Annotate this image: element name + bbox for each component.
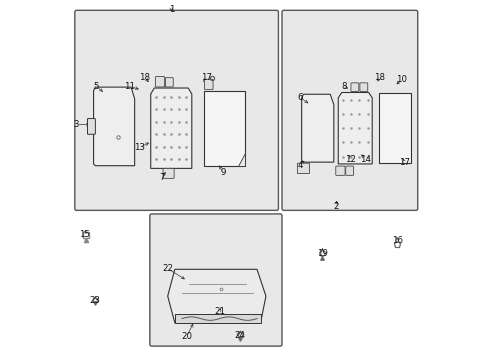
- FancyBboxPatch shape: [345, 166, 353, 175]
- Text: 17: 17: [398, 158, 409, 167]
- Text: 12: 12: [345, 155, 355, 164]
- Polygon shape: [204, 91, 245, 166]
- Text: 7: 7: [159, 173, 164, 182]
- Text: 18: 18: [373, 73, 384, 82]
- FancyBboxPatch shape: [335, 166, 345, 175]
- Text: 8: 8: [341, 82, 346, 91]
- Text: 17: 17: [201, 73, 212, 82]
- FancyBboxPatch shape: [155, 77, 164, 87]
- FancyBboxPatch shape: [204, 79, 213, 90]
- Polygon shape: [238, 153, 245, 166]
- Text: 5: 5: [93, 82, 99, 91]
- Text: 19: 19: [316, 249, 327, 258]
- Text: 3: 3: [74, 120, 79, 129]
- FancyBboxPatch shape: [163, 168, 174, 179]
- FancyBboxPatch shape: [87, 118, 95, 134]
- Polygon shape: [167, 269, 265, 323]
- Polygon shape: [301, 94, 333, 162]
- FancyBboxPatch shape: [75, 10, 278, 210]
- Polygon shape: [378, 93, 410, 163]
- Text: 15: 15: [79, 230, 90, 239]
- Text: 11: 11: [124, 82, 135, 91]
- FancyBboxPatch shape: [297, 163, 309, 174]
- Text: 24: 24: [234, 331, 245, 340]
- Text: 20: 20: [181, 332, 192, 341]
- Polygon shape: [338, 93, 371, 164]
- Polygon shape: [175, 314, 260, 323]
- Text: 10: 10: [395, 75, 407, 84]
- Polygon shape: [93, 87, 134, 166]
- Text: 14: 14: [359, 155, 370, 164]
- Text: 21: 21: [214, 307, 224, 316]
- FancyBboxPatch shape: [165, 78, 173, 87]
- Text: 4: 4: [297, 161, 302, 170]
- Text: 22: 22: [162, 264, 173, 273]
- FancyBboxPatch shape: [149, 214, 282, 346]
- FancyBboxPatch shape: [350, 83, 358, 91]
- Text: 9: 9: [220, 168, 225, 177]
- Text: 16: 16: [391, 236, 402, 245]
- Polygon shape: [150, 88, 191, 168]
- FancyBboxPatch shape: [282, 10, 417, 210]
- Text: 6: 6: [297, 93, 302, 102]
- Text: 18: 18: [139, 73, 150, 82]
- Text: 13: 13: [133, 143, 144, 152]
- FancyBboxPatch shape: [359, 83, 367, 91]
- Text: 1: 1: [168, 5, 174, 14]
- Text: 2: 2: [332, 202, 338, 211]
- Text: 23: 23: [89, 296, 101, 305]
